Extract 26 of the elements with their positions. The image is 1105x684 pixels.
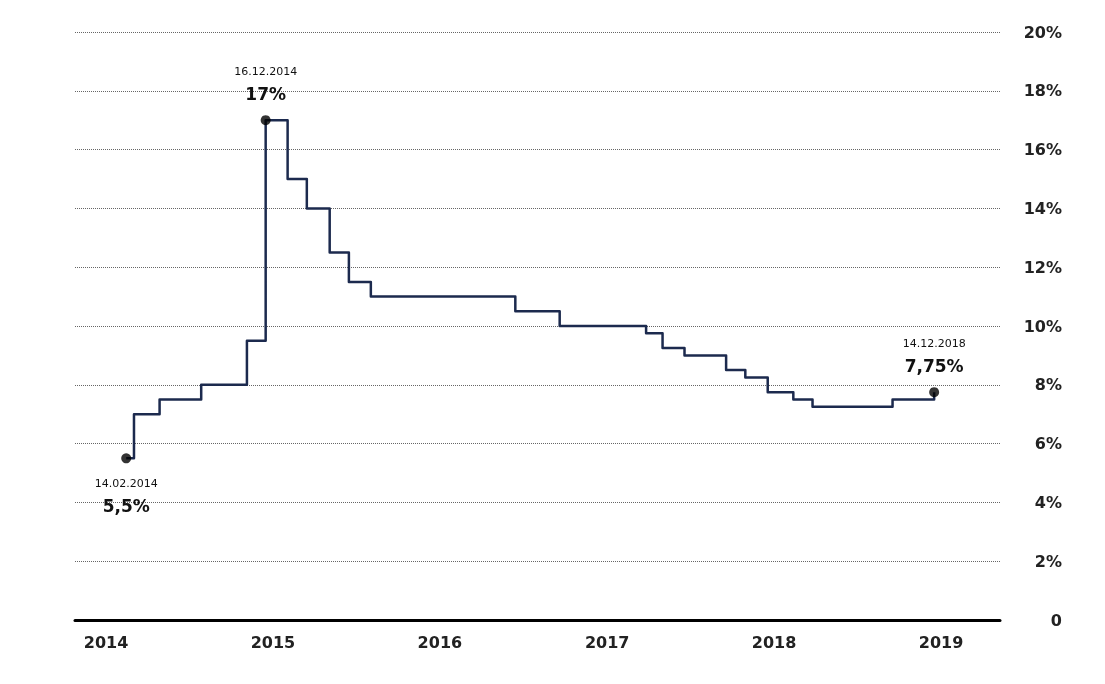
x-tick-label: 2017 [584,632,630,652]
x-tick-label: 2014 [83,632,129,652]
annotation: 7,75% [904,356,964,377]
x-tick-label: 2018 [751,632,797,652]
x-tick-label: 2019 [918,632,964,652]
y-tick-label: 20% [1023,22,1062,42]
y-tick-label: 8% [1034,375,1062,395]
y-tick-label: 10% [1023,316,1062,336]
y-tick-label: 12% [1023,257,1062,277]
y-tick-label: 2% [1034,551,1062,571]
annotation: 5,5% [102,496,150,517]
y-tick-label: 18% [1023,81,1062,101]
y-tick-label: 0 [1050,610,1062,630]
point [121,453,132,464]
y-tick-label: 6% [1034,434,1062,454]
annotation: 17% [245,84,287,105]
point [929,387,940,398]
point [260,115,271,126]
annotation: 14.02.2014 [94,476,158,490]
y-tick-label: 16% [1023,140,1062,160]
x-tick-label: 2016 [417,632,463,652]
x-tick-label: 2015 [250,632,296,652]
annotation: 14.12.2018 [902,336,966,350]
y-tick-label: 4% [1034,492,1062,512]
y-tick-label: 14% [1023,198,1062,218]
annotation: 16.12.2014 [234,64,298,78]
